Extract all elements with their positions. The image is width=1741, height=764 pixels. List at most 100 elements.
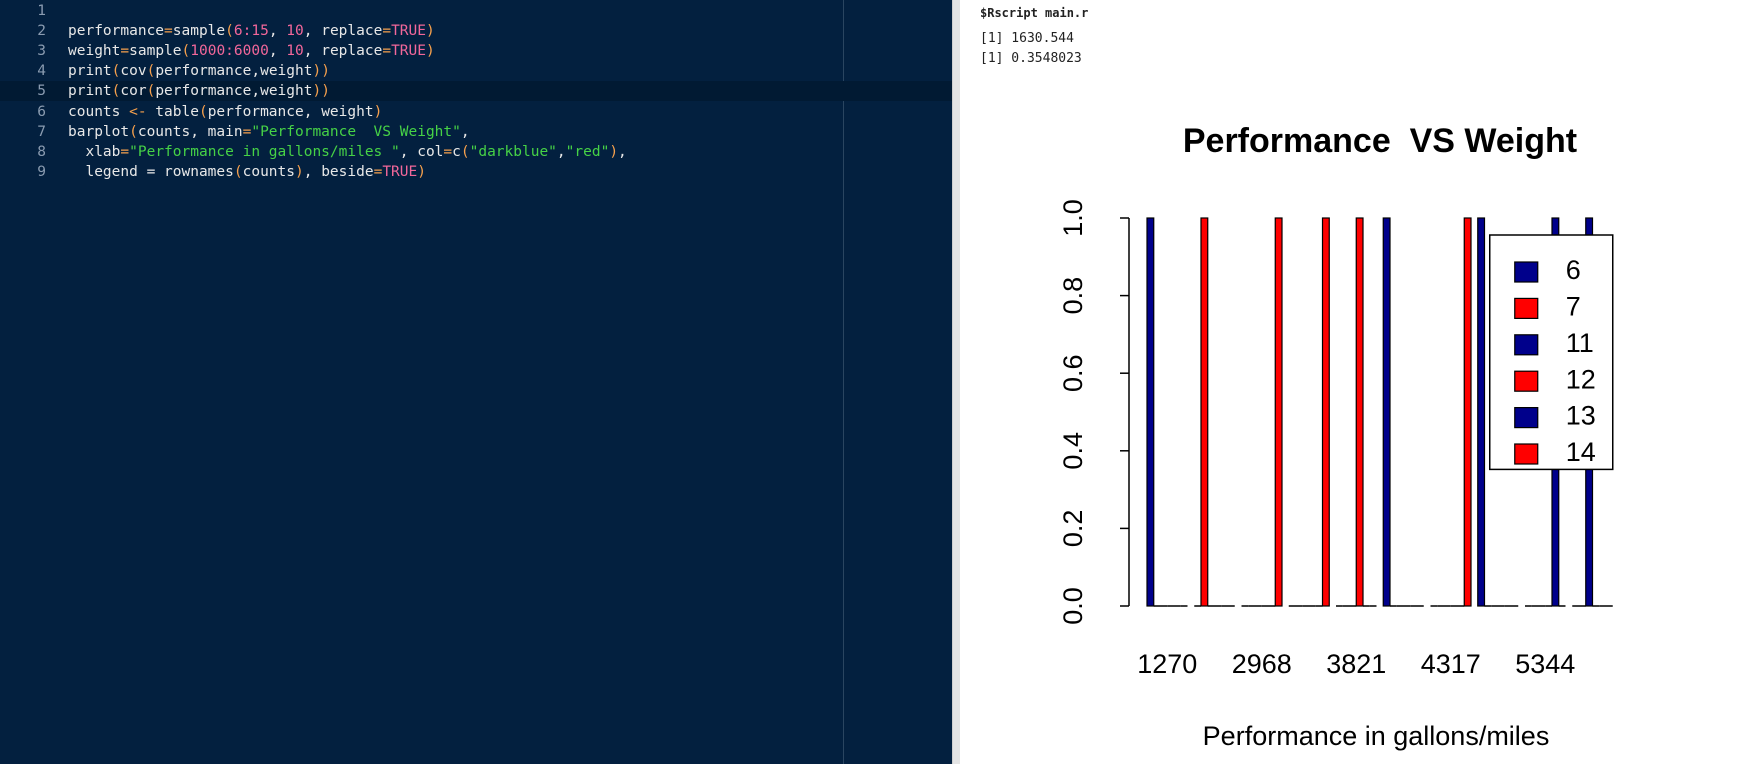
code-line: 9 legend = rownames(counts), beside=TRUE… bbox=[0, 162, 952, 182]
line-number: 4 bbox=[37, 63, 46, 80]
code-token: print bbox=[68, 63, 112, 80]
bar bbox=[1146, 217, 1155, 607]
bar bbox=[1355, 217, 1364, 607]
legend-label: 12 bbox=[1566, 364, 1596, 394]
legend-label: 7 bbox=[1566, 292, 1581, 322]
legend-swatch bbox=[1514, 443, 1539, 465]
code-token: 1000:6000 bbox=[190, 43, 269, 60]
x-tick-label: 1270 bbox=[1137, 649, 1197, 679]
code-token: = bbox=[443, 143, 453, 160]
y-tick-label: 0.4 bbox=[1058, 432, 1088, 470]
code-token: = bbox=[382, 43, 392, 60]
code-token: , replace bbox=[303, 43, 383, 60]
command: $Rscript main.r bbox=[980, 6, 1089, 20]
chart-title: Performance VS Weight bbox=[1183, 122, 1577, 160]
code-token: ( bbox=[146, 63, 156, 80]
x-tick-label: 3821 bbox=[1326, 649, 1386, 679]
code-token: cov bbox=[120, 63, 147, 80]
output-line: [1] 0.3548023 bbox=[980, 51, 1082, 66]
print-margin bbox=[843, 0, 844, 764]
code-token: c bbox=[452, 143, 461, 160]
x-tick-label: 5344 bbox=[1515, 649, 1575, 679]
code-token: TRUE bbox=[382, 163, 418, 180]
code-token: table bbox=[146, 103, 199, 120]
y-tick-label: 1.0 bbox=[1058, 199, 1088, 237]
code-line: 8 xlab="Performance in gallons/miles ", … bbox=[0, 142, 952, 162]
code-token: ) bbox=[425, 23, 435, 40]
code-token: ( bbox=[111, 63, 121, 80]
legend-swatch bbox=[1514, 370, 1539, 392]
code-token: barplot bbox=[68, 123, 130, 140]
y-tick-label: 0.0 bbox=[1058, 587, 1088, 625]
legend-swatch bbox=[1514, 334, 1539, 356]
code-token: , bbox=[268, 43, 287, 60]
chart: Performance VS Weight Performance in gal… bbox=[1058, 122, 1614, 751]
code-token: counts bbox=[242, 163, 295, 180]
code-token: weight bbox=[68, 43, 121, 60]
code-token: xlab bbox=[68, 143, 121, 160]
code-text: counts <- table(performance, weight) bbox=[68, 102, 382, 122]
code-token: performance, weight bbox=[207, 103, 374, 120]
code-token: 10 bbox=[286, 43, 304, 60]
code-token: , bbox=[268, 23, 287, 40]
x-axis-label: Performance in gallons/miles bbox=[1203, 721, 1550, 751]
line-number: 5 bbox=[37, 83, 46, 100]
code-text: xlab="Performance in gallons/miles ", co… bbox=[68, 142, 626, 162]
code-token: ( bbox=[111, 83, 121, 100]
line-number: 8 bbox=[37, 143, 46, 160]
line-number: 1 bbox=[37, 3, 46, 19]
code-token: ) bbox=[426, 43, 435, 60]
code-token: )) bbox=[312, 83, 330, 100]
code-token: ) bbox=[417, 163, 426, 180]
code-token: ( bbox=[233, 163, 243, 180]
code-token: )) bbox=[312, 63, 330, 80]
bar bbox=[1274, 217, 1283, 607]
code-token: , bbox=[460, 123, 470, 140]
bar bbox=[1321, 217, 1330, 607]
bar bbox=[1382, 217, 1391, 607]
legend-swatch bbox=[1514, 297, 1539, 319]
code-line: 7 barplot(counts, main="Performance VS We… bbox=[0, 122, 952, 142]
y-tick-label: 0.8 bbox=[1058, 277, 1088, 315]
code-line: 6 counts <- table(performance, weight) bbox=[0, 102, 952, 122]
code-line: 3 weight=sample(1000:6000, 10, replace=TR… bbox=[0, 41, 952, 61]
code-token: TRUE bbox=[391, 43, 426, 60]
code-editor[interactable]: 1 2 performance=sample(6:15, 10, replace=T… bbox=[0, 0, 952, 764]
code-token: = bbox=[373, 163, 383, 180]
code-token: "Performance VS Weight" bbox=[251, 123, 461, 140]
code-token: ( bbox=[460, 143, 470, 160]
line-number: 3 bbox=[37, 43, 46, 60]
code-token: , replace bbox=[303, 23, 383, 40]
legend-swatch bbox=[1514, 407, 1539, 429]
code-token: ( bbox=[129, 123, 138, 140]
output-line: [1] 1630.544 bbox=[980, 31, 1074, 46]
legend-swatch bbox=[1514, 261, 1539, 283]
legend-label: 14 bbox=[1566, 437, 1596, 467]
code-token: sample bbox=[129, 43, 182, 60]
code-line: 2 performance=sample(6:15, 10, replace=TR… bbox=[0, 21, 952, 41]
output-panel: $Rscript main.r [1] 1630.544 [1] 0.35480… bbox=[960, 0, 1741, 764]
x-tick-label: 2968 bbox=[1232, 649, 1292, 679]
code-token: = bbox=[120, 143, 130, 160]
code-token: counts, main bbox=[137, 123, 243, 140]
code-token: ( bbox=[225, 23, 234, 40]
code-token: "red" bbox=[565, 143, 610, 160]
bar bbox=[1200, 217, 1209, 607]
code-token: 6:15 bbox=[233, 23, 269, 40]
line-number: 2 bbox=[37, 23, 46, 40]
code-token: performance bbox=[68, 23, 165, 40]
code-token: counts bbox=[68, 103, 130, 120]
code-token: <- bbox=[129, 103, 147, 120]
code-token: , bbox=[556, 143, 566, 160]
splitter[interactable] bbox=[952, 0, 960, 764]
code-token: = bbox=[382, 23, 392, 40]
code-token: ( bbox=[198, 103, 208, 120]
code-token: = bbox=[242, 123, 252, 140]
line-number: 7 bbox=[37, 123, 46, 140]
line-number: 9 bbox=[37, 163, 46, 180]
bar bbox=[1477, 217, 1486, 607]
code-token: , col bbox=[399, 143, 444, 160]
code-token: ) bbox=[295, 163, 304, 180]
legend-label: 13 bbox=[1566, 401, 1596, 431]
code-token: "Performance in gallons/miles " bbox=[129, 143, 400, 160]
